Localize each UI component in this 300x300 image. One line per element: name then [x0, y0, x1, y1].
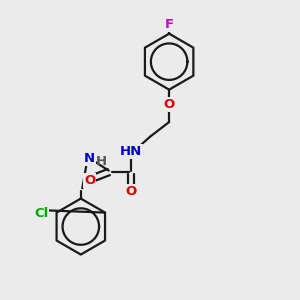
Text: N: N [84, 152, 95, 165]
Text: F: F [165, 18, 174, 32]
Text: H: H [95, 155, 106, 168]
Text: O: O [164, 98, 175, 111]
Text: HN: HN [120, 145, 142, 158]
Text: O: O [125, 185, 136, 198]
Text: O: O [84, 174, 95, 188]
Text: Cl: Cl [34, 207, 48, 220]
